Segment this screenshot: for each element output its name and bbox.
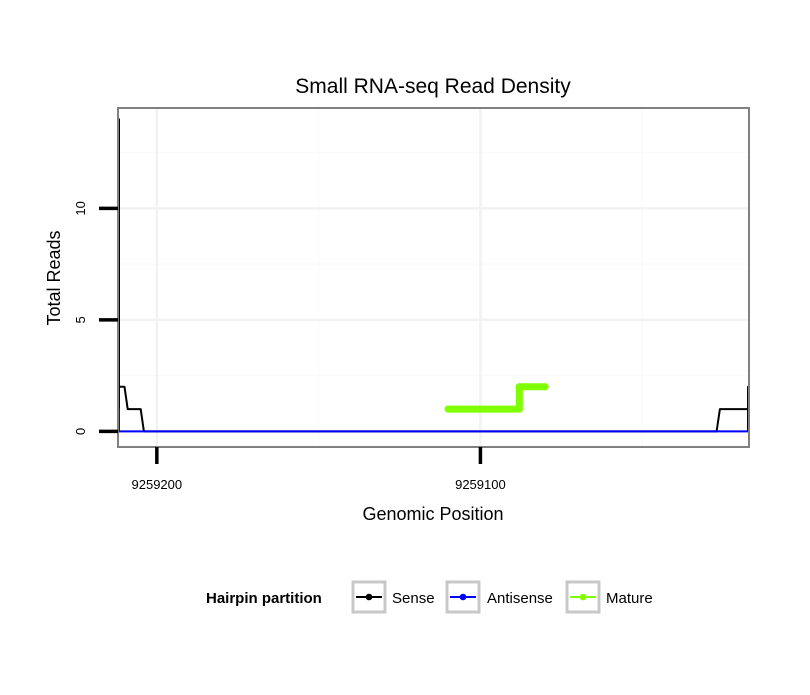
x-tick-label: 9259200: [132, 477, 183, 492]
axes: 9259200 9259100 0 5 10: [73, 201, 506, 492]
legend-key-point: [579, 593, 587, 601]
mature-point: [444, 405, 452, 413]
legend-item-mature: Mature: [565, 580, 653, 614]
panel-border: [117, 107, 750, 448]
legend-label: Mature: [606, 590, 653, 607]
chart-title: Small RNA-seq Read Density: [295, 75, 571, 98]
legend-item-sense: Sense: [351, 580, 435, 614]
panel-background: [118, 108, 749, 447]
legend-label: Sense: [392, 590, 435, 607]
y-tick-label: 5: [73, 316, 88, 323]
y-axis-title: Total Reads: [44, 230, 64, 325]
legend-label: Antisense: [487, 590, 553, 607]
y-tick-label: 0: [73, 428, 88, 435]
series-line-mature: [444, 383, 549, 413]
mature-point: [515, 405, 523, 413]
mature-point: [541, 383, 549, 391]
x-axis-title: Genomic Position: [362, 504, 503, 524]
x-tick-label: 9259100: [455, 477, 506, 492]
grid-lines: [118, 108, 749, 447]
legend-key-point: [459, 593, 467, 601]
plot-panel: [118, 108, 749, 447]
y-tick-label: 10: [73, 201, 88, 215]
legend-title: Hairpin partition: [206, 590, 322, 607]
legend: Hairpin partition Sense Antisense Mature: [206, 580, 653, 614]
legend-item-antisense: Antisense: [445, 580, 553, 614]
plot-border: [117, 107, 750, 448]
mature-point: [515, 383, 523, 391]
legend-key-point: [365, 593, 373, 601]
